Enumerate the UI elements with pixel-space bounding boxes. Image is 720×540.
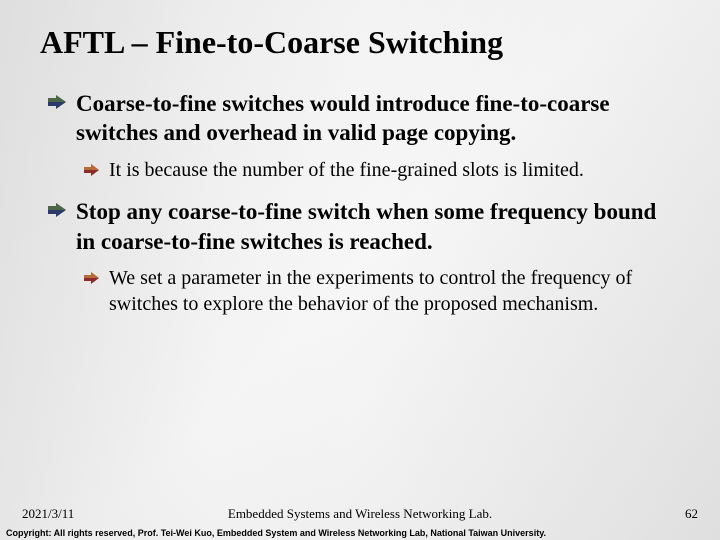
arrow-right-icon (84, 163, 99, 181)
bullet-1: Coarse-to-fine switches would introduce … (48, 89, 680, 148)
sub-bullet-1: It is because the number of the fine-gra… (84, 158, 680, 184)
bullet-2-text: Stop any coarse-to-fine switch when some… (76, 197, 680, 256)
slide-title: AFTL – Fine-to-Coarse Switching (40, 24, 680, 61)
arrow-right-icon (48, 95, 66, 114)
copyright-line: Copyright: All rights reserved, Prof. Te… (6, 528, 546, 538)
bullet-2: Stop any coarse-to-fine switch when some… (48, 197, 680, 256)
sub-bullet-2-text: We set a parameter in the experiments to… (109, 266, 680, 317)
sub-bullet-1-text: It is because the number of the fine-gra… (109, 158, 584, 184)
page-number: 62 (685, 506, 698, 522)
arrow-right-icon (84, 271, 99, 289)
sub-bullet-2: We set a parameter in the experiments to… (84, 266, 680, 317)
footer-center-label: Embedded Systems and Wireless Networking… (228, 506, 492, 522)
bullet-1-text: Coarse-to-fine switches would introduce … (76, 89, 680, 148)
footer: 2021/3/11 Embedded Systems and Wireless … (0, 506, 720, 522)
footer-date: 2021/3/11 (22, 506, 74, 522)
arrow-right-icon (48, 203, 66, 222)
slide-container: AFTL – Fine-to-Coarse Switching Coarse-t… (0, 0, 720, 540)
